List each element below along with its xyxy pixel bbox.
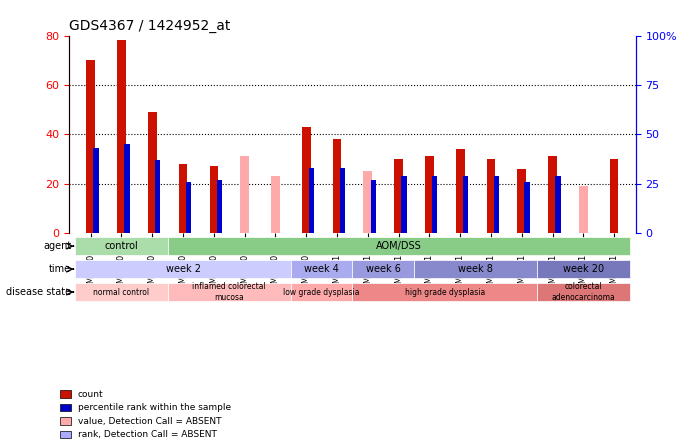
Text: week 4: week 4 bbox=[304, 264, 339, 274]
Bar bbox=[309, 168, 314, 233]
Bar bbox=[209, 166, 218, 233]
Bar bbox=[518, 169, 526, 233]
Legend: count, percentile rank within the sample, value, Detection Call = ABSENT, rank, : count, percentile rank within the sample… bbox=[60, 390, 231, 440]
Text: agent: agent bbox=[43, 241, 71, 251]
Text: time: time bbox=[49, 264, 71, 274]
FancyBboxPatch shape bbox=[75, 260, 291, 278]
Bar bbox=[117, 40, 126, 233]
Text: GDS4367 / 1424952_at: GDS4367 / 1424952_at bbox=[69, 19, 231, 33]
FancyBboxPatch shape bbox=[537, 283, 630, 301]
Text: colorectal
adenocarcinoma: colorectal adenocarcinoma bbox=[551, 282, 615, 302]
FancyBboxPatch shape bbox=[414, 260, 537, 278]
FancyBboxPatch shape bbox=[291, 260, 352, 278]
Bar bbox=[395, 159, 403, 233]
FancyBboxPatch shape bbox=[75, 283, 168, 301]
Bar bbox=[425, 156, 434, 233]
Bar bbox=[363, 171, 372, 233]
FancyBboxPatch shape bbox=[352, 283, 537, 301]
Bar bbox=[124, 144, 129, 233]
FancyBboxPatch shape bbox=[75, 237, 168, 255]
Bar bbox=[493, 176, 499, 233]
Text: week 8: week 8 bbox=[458, 264, 493, 274]
Bar bbox=[86, 60, 95, 233]
Bar bbox=[370, 180, 376, 233]
Bar bbox=[93, 148, 99, 233]
Bar bbox=[186, 182, 191, 233]
Bar bbox=[463, 176, 468, 233]
Text: week 6: week 6 bbox=[366, 264, 401, 274]
FancyBboxPatch shape bbox=[352, 260, 414, 278]
Bar bbox=[155, 160, 160, 233]
Bar bbox=[332, 139, 341, 233]
Bar bbox=[456, 149, 464, 233]
Text: control: control bbox=[104, 241, 138, 251]
FancyBboxPatch shape bbox=[291, 283, 352, 301]
Bar bbox=[148, 112, 157, 233]
Bar bbox=[579, 186, 587, 233]
Bar bbox=[610, 159, 618, 233]
Bar bbox=[340, 168, 345, 233]
FancyBboxPatch shape bbox=[168, 237, 630, 255]
Bar bbox=[216, 180, 222, 233]
Bar bbox=[240, 156, 249, 233]
Bar bbox=[548, 156, 557, 233]
Bar bbox=[179, 164, 187, 233]
Bar bbox=[432, 176, 437, 233]
Text: normal control: normal control bbox=[93, 288, 149, 297]
Text: high grade dysplasia: high grade dysplasia bbox=[405, 288, 485, 297]
Bar bbox=[556, 176, 560, 233]
Text: AOM/DSS: AOM/DSS bbox=[376, 241, 422, 251]
Bar bbox=[271, 176, 280, 233]
Text: low grade dysplasia: low grade dysplasia bbox=[283, 288, 360, 297]
Bar bbox=[486, 159, 495, 233]
Bar bbox=[524, 182, 530, 233]
FancyBboxPatch shape bbox=[168, 283, 291, 301]
Text: disease state: disease state bbox=[6, 287, 71, 297]
Text: inflamed colorectal
mucosa: inflamed colorectal mucosa bbox=[192, 282, 266, 302]
Bar bbox=[302, 127, 310, 233]
Text: week 2: week 2 bbox=[166, 264, 200, 274]
Bar bbox=[401, 176, 407, 233]
FancyBboxPatch shape bbox=[537, 260, 630, 278]
Text: week 20: week 20 bbox=[562, 264, 604, 274]
